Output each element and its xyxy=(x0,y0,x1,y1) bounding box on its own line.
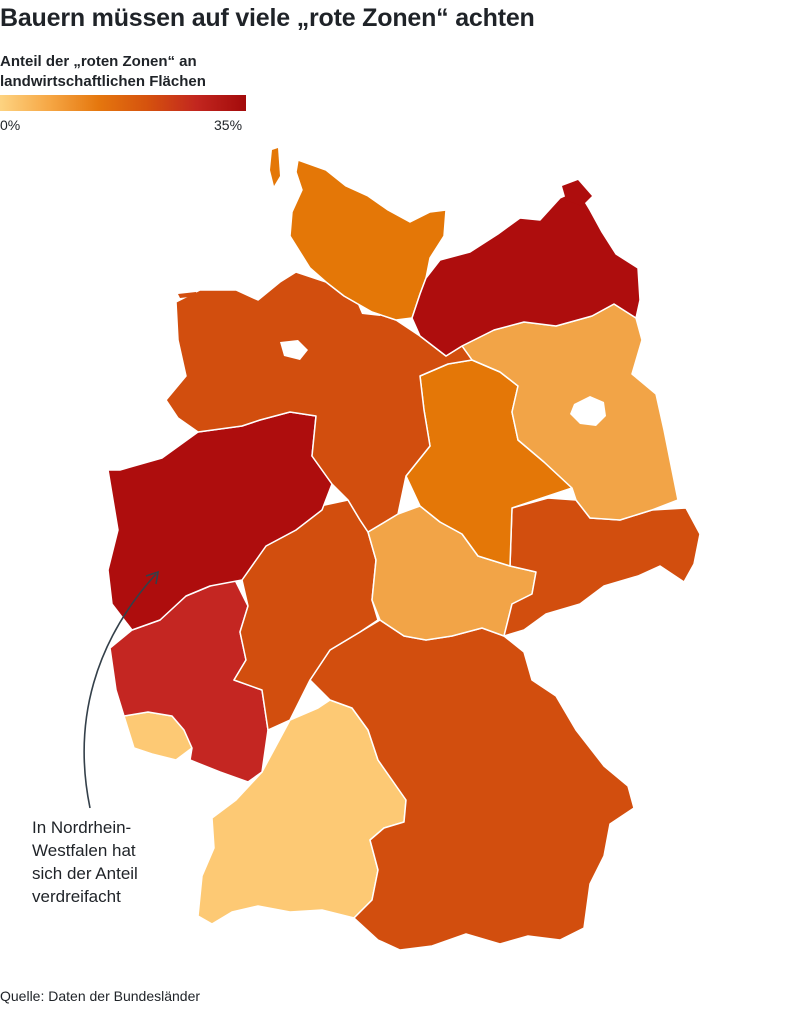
chart-title: Bauern müssen auf viele „rote Zonen“ ach… xyxy=(0,4,535,32)
state-hessen xyxy=(233,499,379,731)
state-bremen xyxy=(280,340,308,360)
island-east-frisia xyxy=(178,292,198,298)
island-north-frisia xyxy=(270,148,280,186)
legend-gradient-bar xyxy=(0,95,246,111)
legend-title: Anteil der „roten Zonen“ an landwirtscha… xyxy=(0,52,320,92)
source-note: Quelle: Daten der Bundesländer xyxy=(0,988,201,1004)
legend-title-line-2: landwirtschaftlichen Flächen xyxy=(0,73,206,90)
annotation-line-2: Westfalen hat xyxy=(32,841,136,860)
annotation-arrowhead xyxy=(145,570,160,585)
state-niedersachsen xyxy=(165,271,473,533)
annotation-line-4: verdreifacht xyxy=(32,887,121,906)
annotation-text: In Nordrhein- Westfalen hat sich der Ant… xyxy=(32,816,202,908)
island-ruegen xyxy=(562,180,592,206)
annotation-line-1: In Nordrhein- xyxy=(32,818,132,837)
state-berlin xyxy=(570,396,606,426)
annotation-arrow-line xyxy=(83,573,157,809)
legend-title-line-1: Anteil der „roten Zonen“ an xyxy=(0,53,197,70)
legend-color-scale xyxy=(0,95,246,111)
legend-min-label: 0% xyxy=(0,117,21,133)
annotation-line-3: sich der Anteil xyxy=(32,864,138,883)
legend-max-label: 35% xyxy=(214,117,243,133)
state-mecklenburg-vorpommern xyxy=(411,189,641,357)
